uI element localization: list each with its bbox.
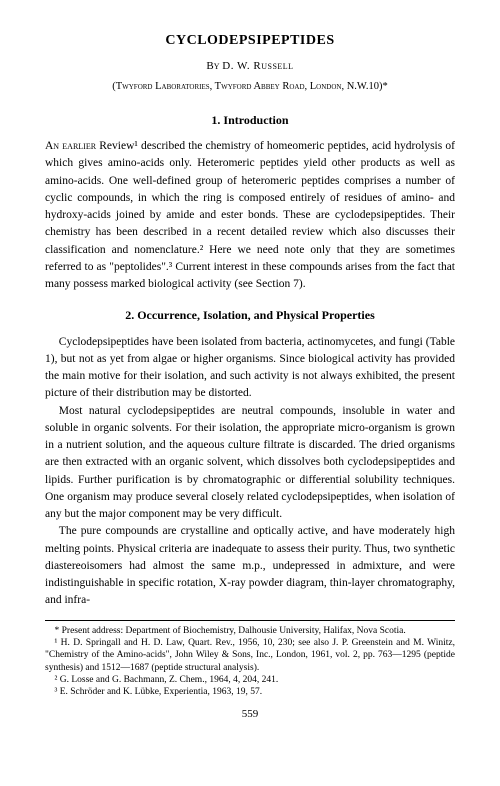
section-heading-intro: 1. Introduction xyxy=(45,112,455,128)
page-number: 559 xyxy=(45,707,455,722)
footnote-1: ¹ H. D. Springall and H. D. Law, Quart. … xyxy=(45,637,455,674)
author-by: By xyxy=(206,60,222,72)
paper-title: CYCLODEPSIPEPTIDES xyxy=(45,32,455,51)
occurrence-paragraph-2: Most natural cyclodepsipeptides are neut… xyxy=(45,403,455,524)
occurrence-paragraph-3: The pure compounds are crystalline and o… xyxy=(45,523,455,609)
intro-paragraph-1: An earlier Review¹ described the chemist… xyxy=(45,138,455,293)
intro-text: Review¹ described the chemistry of homeo… xyxy=(45,140,455,290)
footnotes-block: * Present address: Department of Biochem… xyxy=(45,620,455,699)
footnote-2: ² G. Losse and G. Bachmann, Z. Chem., 19… xyxy=(45,674,455,686)
author-name: D. W. Russell xyxy=(222,60,293,72)
footnote-asterisk: * Present address: Department of Biochem… xyxy=(45,625,455,637)
paper-page: CYCLODEPSIPEPTIDES By D. W. Russell (Twy… xyxy=(0,0,500,741)
section-heading-occurrence: 2. Occurrence, Isolation, and Physical P… xyxy=(45,307,455,323)
occurrence-paragraph-1: Cyclodepsipeptides have been isolated fr… xyxy=(45,334,455,403)
author-line: By D. W. Russell xyxy=(45,59,455,74)
affiliation: (Twyford Laboratories, Twyford Abbey Roa… xyxy=(45,80,455,94)
lead-text: An earlier xyxy=(45,140,96,152)
footnote-3: ³ E. Schröder and K. Lübke, Experientia,… xyxy=(45,686,455,698)
